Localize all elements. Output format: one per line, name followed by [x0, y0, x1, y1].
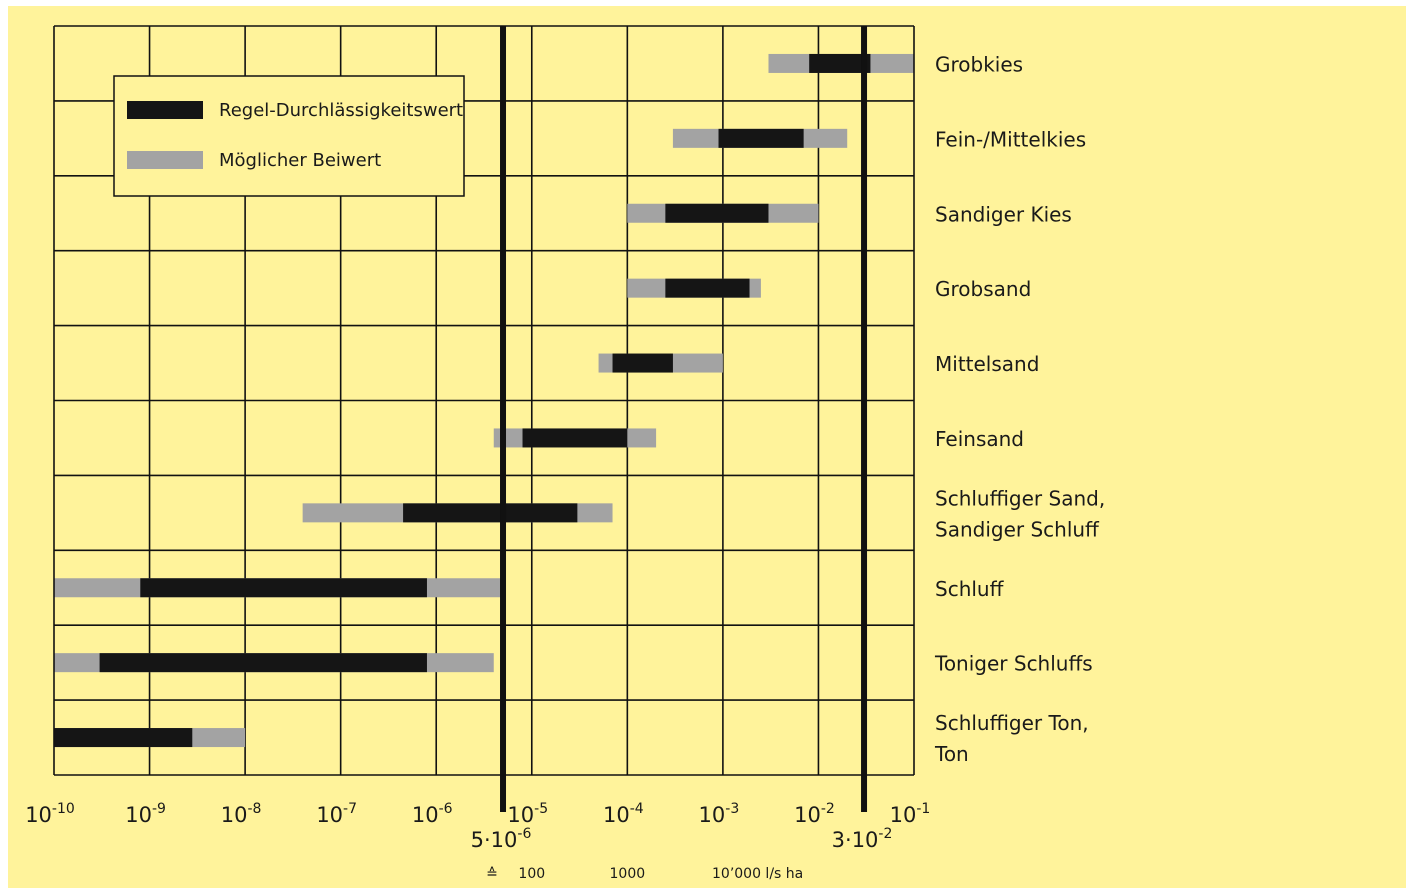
x-tick-label: 10-8: [221, 801, 262, 827]
category-label: Ton: [934, 742, 969, 766]
legend: Regel-Durchlässigkeitswert Möglicher Beiw…: [113, 75, 465, 197]
category-labels: Grobkies Fein-/Mittelkies Sandiger Kies Gro…: [934, 52, 1105, 766]
x-tick-label: 10-3: [699, 801, 740, 827]
regular-range-bar: [522, 428, 628, 448]
secondary-axis: ≙ 100 1000 10’000 l/s ha: [486, 866, 803, 882]
regular-range-bar: [403, 503, 578, 523]
reference-label: 5·10-6: [471, 826, 532, 852]
legend-swatch: [127, 151, 203, 169]
secondary-axis-label: ≙: [486, 866, 498, 882]
secondary-axis-label: 1000: [610, 866, 646, 882]
x-tick-label: 10-9: [125, 801, 166, 827]
category-label: Schluff: [935, 577, 1005, 601]
x-tick-label: 10-5: [507, 801, 548, 827]
reference-label: 3·10-2: [832, 826, 893, 852]
category-label: Sandiger Kies: [935, 202, 1072, 226]
x-tick-label: 10-6: [412, 801, 453, 827]
reference-lines: [500, 26, 868, 812]
regular-range-bar: [809, 53, 871, 73]
regular-range-bar: [54, 728, 193, 748]
secondary-axis-label: 100: [518, 866, 545, 882]
legend-label: Möglicher Beiwert: [219, 150, 381, 171]
regular-range-bar: [140, 578, 427, 598]
regular-range-bar: [665, 203, 769, 223]
x-tick-label: 10-2: [794, 801, 835, 827]
x-tick-labels: 10-10 10-9 10-8 10-7 10-6 10-5 10-4 10-3 10-2 10-…: [25, 801, 930, 827]
legend-swatch: [127, 101, 203, 119]
category-label: Sandiger Schluff: [935, 517, 1100, 541]
x-tick-label: 10-7: [316, 801, 357, 827]
category-label: Grobkies: [935, 52, 1023, 76]
legend-box: [113, 75, 465, 197]
legend-label: Regel-Durchlässigkeitswert: [219, 100, 463, 121]
x-tick-label: 10-10: [25, 801, 75, 827]
x-tick-label: 10-1: [890, 801, 931, 827]
regular-range-bar: [718, 128, 804, 148]
regular-range-bar: [99, 653, 427, 673]
plot-frame: [53, 25, 915, 776]
category-label: Fein-/Mittelkies: [935, 127, 1086, 151]
secondary-axis-label: 10’000 l/s ha: [712, 866, 803, 882]
regular-range-bar: [665, 278, 750, 298]
category-label: Toniger Schluffs: [934, 652, 1093, 676]
category-label: Mittelsand: [935, 352, 1039, 376]
category-label: Schluffiger Ton,: [935, 711, 1089, 735]
category-label: Schluffiger Sand,: [935, 486, 1105, 510]
category-label: Grobsand: [935, 277, 1031, 301]
category-label: Feinsand: [935, 427, 1024, 451]
reference-labels: 5·10-6 3·10-2: [471, 826, 893, 852]
regular-range-bar: [612, 353, 673, 373]
bars: [54, 53, 914, 748]
x-tick-label: 10-4: [603, 801, 644, 827]
